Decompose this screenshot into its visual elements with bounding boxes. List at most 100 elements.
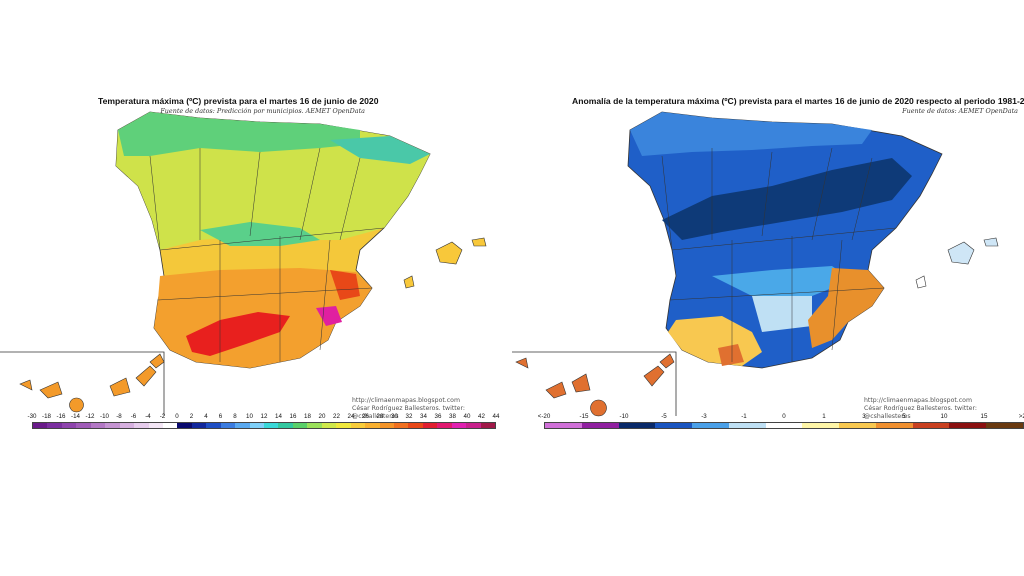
legend-label: -10 <box>619 413 629 420</box>
legend-swatch <box>162 423 178 428</box>
legend-label: 42 <box>478 413 485 420</box>
legend-label: 10 <box>940 413 948 420</box>
legend-label: -8 <box>116 413 122 420</box>
legend-label: 4 <box>204 413 208 420</box>
mallorca <box>435 241 463 265</box>
legend-label: 28 <box>376 413 384 420</box>
legend-swatch <box>408 423 423 428</box>
legend-swatch <box>618 423 656 428</box>
legend-swatch <box>379 423 394 428</box>
legend-label: -6 <box>130 413 137 420</box>
anomaly-north-light <box>630 112 872 156</box>
legend-swatch <box>875 423 913 428</box>
legend-swatch <box>177 423 192 428</box>
legend-swatch <box>292 423 308 428</box>
legend-label: -5 <box>661 413 667 420</box>
legend-swatch <box>206 423 221 428</box>
legend-label: 20 <box>318 413 326 420</box>
legend-swatch <box>191 423 207 428</box>
anomaly-legend-bar <box>544 422 1024 429</box>
legend-swatch <box>235 423 250 428</box>
legend-label: >20 <box>1018 413 1024 420</box>
legend-swatch <box>437 423 452 428</box>
ibiza <box>403 275 415 289</box>
credit-url-anomaly: http://climaenmapas.blogspot.com <box>864 397 972 404</box>
anomaly-southeast <box>808 268 884 348</box>
legend-swatch <box>466 423 481 428</box>
max-temp-legend-labels: -30 -18 -16 -14 -12 -10 -8 -6 -4 -2 0 2 4 6 8 10 12 14 16 1… <box>28 413 500 423</box>
anomaly-light-blue <box>712 266 852 296</box>
pyrenees-region <box>330 136 430 164</box>
legend-swatch <box>545 423 582 428</box>
credit-url: http://climaenmapas.blogspot.com <box>352 397 460 404</box>
legend-label: -2 <box>159 413 166 420</box>
legend-swatch <box>119 423 135 428</box>
legend-label: 10 <box>246 413 253 420</box>
anomaly-title: Anomalía de la temperatura máxima (ºC) p… <box>572 96 1024 106</box>
legend-swatch <box>220 423 236 428</box>
legend-label: 22 <box>333 413 340 420</box>
anomaly-panel: Anomalía de la temperatura máxima (ºC) p… <box>512 0 1024 576</box>
legend-swatch <box>728 423 766 428</box>
canary-islands <box>19 353 165 413</box>
legend-swatch <box>90 423 106 428</box>
legend-swatch <box>47 423 62 428</box>
anomaly-pale-area <box>752 296 812 332</box>
legend-label: 14 <box>275 413 282 420</box>
legend-swatch <box>365 423 380 428</box>
canary-inset-border <box>0 351 165 416</box>
legend-swatch <box>393 423 409 428</box>
mallorca-anomaly <box>947 241 975 265</box>
legend-label: -12 <box>85 413 95 420</box>
legend-label: 5 <box>902 413 906 420</box>
max-temp-panel: Temperatura máxima (ºC) prevista para el… <box>0 96 512 429</box>
legend-swatch <box>336 423 351 428</box>
legend-label: 0 <box>175 413 179 420</box>
legend-label: -4 <box>145 413 151 420</box>
legend-label: 44 <box>492 413 500 420</box>
legend-label: 18 <box>304 413 311 420</box>
legend-swatch <box>422 423 438 428</box>
max-temp-credits: http://climaenmapas.blogspot.com César R… <box>352 397 512 421</box>
max-temp-title: Temperatura máxima (ºC) prevista para el… <box>98 96 379 106</box>
legend-label: -3 <box>701 413 707 420</box>
legend-swatch <box>986 423 1023 428</box>
legend-label: 0 <box>782 413 786 420</box>
legend-swatch <box>350 423 366 428</box>
legend-swatch <box>105 423 120 428</box>
legend-swatch <box>321 423 337 428</box>
anomaly-source: Fuente de datos: AEMET OpenData <box>902 107 1018 115</box>
legend-label: 2 <box>189 413 194 420</box>
guadalquivir-region <box>186 312 290 356</box>
anomaly-malaga <box>718 344 744 366</box>
canary-inset-border-anomaly <box>512 351 677 416</box>
ibiza-anomaly <box>915 275 927 289</box>
legend-swatch <box>912 423 950 428</box>
legend-swatch <box>692 423 729 428</box>
legend-label: 32 <box>405 413 413 420</box>
legend-label: 3 <box>862 413 866 420</box>
legend-swatch <box>61 423 77 428</box>
anomaly-credits: http://climaenmapas.blogspot.com César R… <box>864 397 1024 421</box>
north-coast-region <box>118 112 360 156</box>
legend-label: 16 <box>289 413 297 420</box>
legend-label: 30 <box>391 413 398 420</box>
central-green-patch <box>200 222 320 246</box>
legend-label: 24 <box>347 413 355 420</box>
anomaly-dark-band <box>662 158 912 240</box>
legend-swatch <box>278 423 293 428</box>
legend-swatch <box>839 423 876 428</box>
legend-swatch <box>655 423 693 428</box>
legend-label: 38 <box>449 413 456 420</box>
legend-label: -18 <box>42 413 51 420</box>
legend-label: <-20 <box>537 413 551 420</box>
max-temp-legend-bar <box>32 422 496 429</box>
anomaly-province-borders <box>661 147 897 362</box>
murcia-hotspot <box>316 306 342 326</box>
menorca <box>471 237 487 247</box>
legend-swatch <box>148 423 163 428</box>
canary-islands-anomaly <box>515 353 675 417</box>
credit-author-anomaly: César Rodríguez Ballesteros. twitter: @c… <box>864 405 977 420</box>
legend-swatch <box>581 423 619 428</box>
